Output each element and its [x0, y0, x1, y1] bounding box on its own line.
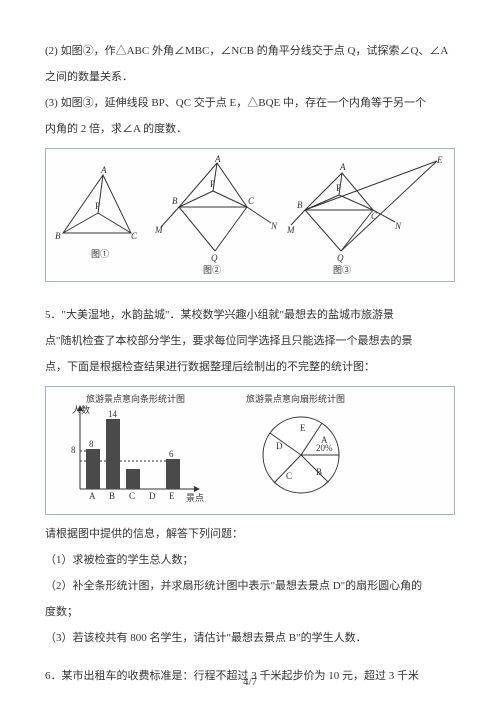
- svg-text:A: A: [100, 165, 107, 175]
- paragraph: （3）若该校共有 800 名学生，请估计"最想去景点 B"的学生人数．: [45, 627, 455, 649]
- svg-text:D: D: [149, 491, 156, 501]
- svg-text:Q: Q: [211, 253, 218, 263]
- svg-text:E: E: [169, 491, 175, 501]
- svg-text:C: C: [129, 491, 135, 501]
- svg-text:P: P: [210, 179, 215, 189]
- figure-3: A P B C M N Q E 图③: [287, 155, 447, 275]
- bar-chart: 旅游景点意向条形统计图 人数 8 14 6 8 A B C D E 景点: [56, 393, 206, 508]
- figure-2: A P B C M N Q 图②: [155, 155, 285, 275]
- paragraph: 点"随机检查了本校部分学生，要求每位同学选择且只能选择一个最想去的景: [45, 330, 455, 352]
- svg-text:C: C: [248, 196, 255, 206]
- paragraph: (3) 如图③，延伸线段 BP、QC 交于点 E，△BQE 中，存在一个内角等于…: [45, 92, 455, 114]
- paragraph: 5．"大美湿地，水韵盐城"．某校数学兴趣小组就"最想去的盐城市旅游景: [45, 304, 455, 326]
- svg-text:6: 6: [169, 449, 174, 459]
- page-number: 4/7: [0, 671, 500, 693]
- svg-text:14: 14: [108, 409, 118, 419]
- svg-text:B: B: [172, 196, 178, 206]
- svg-text:B: B: [55, 231, 61, 241]
- svg-text:C: C: [131, 231, 138, 241]
- svg-text:8: 8: [89, 439, 94, 449]
- paragraph: 度数；: [45, 601, 455, 623]
- svg-text:M: M: [287, 225, 295, 235]
- svg-text:E: E: [300, 423, 306, 433]
- figure-1: A P B C 图①: [53, 165, 153, 265]
- svg-text:E: E: [436, 155, 443, 165]
- svg-text:B: B: [316, 467, 322, 477]
- fig1-label: 图①: [91, 249, 109, 259]
- svg-text:A: A: [339, 162, 346, 172]
- geometry-figure-box: A P B C 图① A P B C M N Q 图② A P: [45, 148, 455, 282]
- paragraph: （2）补全条形统计图，并求扇形统计图中表示"最想去景点 D"的扇形圆心角的: [45, 575, 455, 597]
- svg-text:旅游景点意向条形统计图: 旅游景点意向条形统计图: [86, 393, 185, 404]
- svg-text:旅游景点意向扇形统计图: 旅游景点意向扇形统计图: [246, 393, 345, 404]
- svg-text:B: B: [109, 491, 115, 501]
- svg-text:A: A: [89, 491, 96, 501]
- charts-figure-box: 旅游景点意向条形统计图 人数 8 14 6 8 A B C D E 景点 旅游景…: [45, 386, 455, 515]
- svg-text:Q: Q: [337, 253, 344, 263]
- pie-chart: 旅游景点意向扇形统计图 A 20% E D C B: [226, 393, 376, 508]
- svg-text:M: M: [155, 225, 163, 235]
- paragraph: （1）求被检查的学生总人数；: [45, 549, 455, 571]
- paragraph: 点，下面是根据检查结果进行数据整理后绘制出的不完整的统计图：: [45, 356, 455, 378]
- svg-text:N: N: [394, 221, 402, 231]
- svg-text:景点: 景点: [186, 493, 204, 503]
- fig3-label: 图③: [333, 265, 351, 275]
- svg-text:8: 8: [71, 445, 76, 455]
- svg-text:A: A: [214, 155, 221, 164]
- fig2-label: 图②: [203, 265, 221, 275]
- svg-text:B: B: [297, 200, 303, 210]
- paragraph: 请根据图中提供的信息，解答下列问题：: [45, 523, 455, 545]
- svg-text:N: N: [270, 221, 278, 231]
- paragraph: 之间的数量关系．: [45, 66, 455, 88]
- svg-text:C: C: [371, 211, 378, 221]
- svg-text:P: P: [95, 201, 100, 211]
- paragraph: (2) 如图②，作△ABC 外角∠MBC，∠NCB 的角平分线交于点 Q，试探索…: [45, 40, 455, 62]
- svg-text:C: C: [286, 471, 292, 481]
- svg-text:D: D: [276, 441, 283, 451]
- paragraph: 内角的 2 倍，求∠A 的度数．: [45, 118, 455, 140]
- svg-text:20%: 20%: [316, 443, 333, 453]
- svg-text:P: P: [336, 183, 341, 193]
